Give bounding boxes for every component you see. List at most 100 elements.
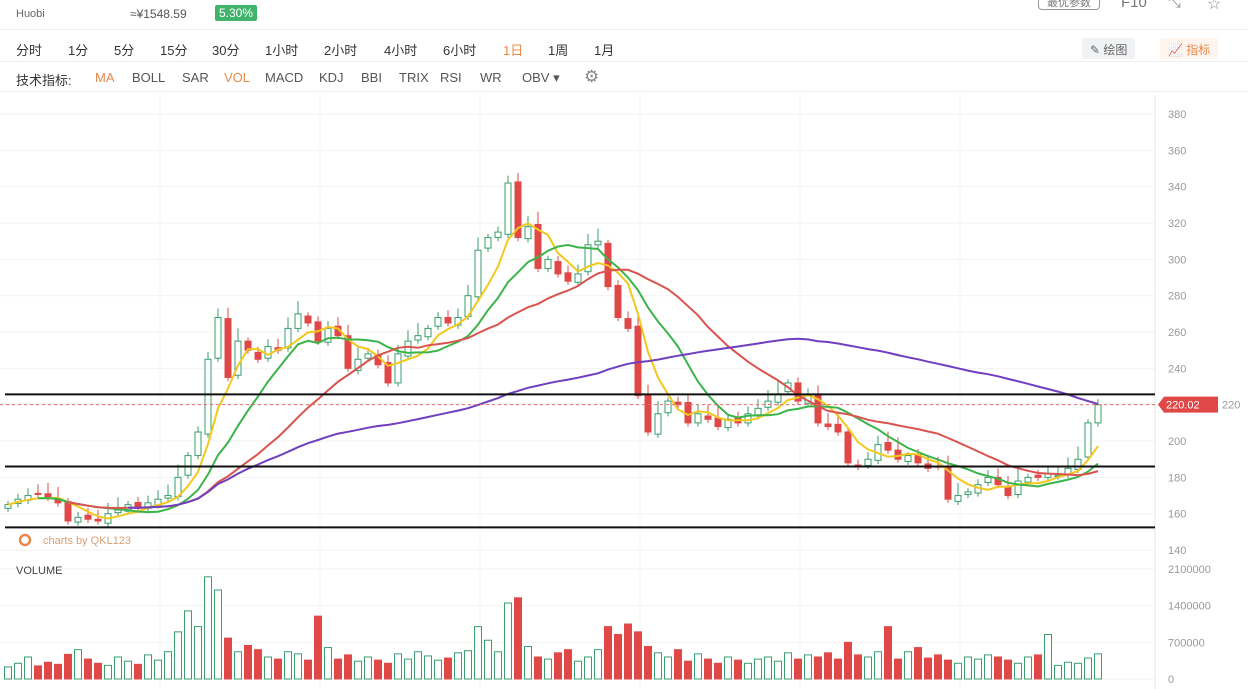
ma60-line	[127, 337, 1099, 509]
volume-bar	[1034, 654, 1042, 680]
period-tab-8[interactable]: 6小时	[443, 43, 477, 58]
volume-bar	[284, 651, 292, 680]
volume-bar	[824, 652, 832, 680]
candle-down	[534, 223, 542, 269]
price-tick: 300	[1168, 254, 1186, 266]
indicator-rsi[interactable]: RSI	[440, 70, 462, 85]
volume-bar	[724, 656, 732, 680]
volume-bar	[714, 662, 722, 680]
candle-down	[344, 335, 352, 369]
indicator-macd[interactable]: MACD	[265, 70, 304, 85]
volume-bar	[654, 652, 662, 680]
settings-gear-icon[interactable]: ⚙	[584, 67, 600, 86]
candle-up	[654, 413, 662, 435]
candle-up	[1084, 422, 1092, 458]
volume-bar	[94, 662, 102, 680]
exchange-name: Huobi	[16, 8, 45, 20]
volume-bar	[114, 656, 122, 680]
indicator-label: 技术指标:	[16, 73, 72, 88]
candle-up	[764, 400, 772, 408]
indicator-obv[interactable]: OBV ▾	[522, 70, 560, 85]
candle-up	[394, 353, 402, 384]
volume-bar	[234, 651, 242, 680]
candlestick-chart[interactable]: 380 360 340 320 300 280 260 240 220 200 180 160 140 2…	[0, 95, 1248, 689]
price-tick: 380	[1168, 109, 1186, 121]
last-price-tag	[1158, 396, 1218, 413]
qkl-logo-icon	[18, 533, 32, 547]
volume-bar	[1064, 661, 1072, 680]
candle-down	[84, 514, 92, 520]
volume-bar	[754, 658, 762, 680]
ma10-line	[37, 243, 1099, 514]
candle-up	[864, 458, 872, 466]
period-tab-1[interactable]: 1分	[68, 43, 89, 58]
candle-up	[4, 504, 12, 509]
indicator-kdj[interactable]: KDJ	[319, 70, 344, 85]
candle-up	[504, 182, 512, 235]
volume-bar	[914, 647, 922, 680]
volume-bar	[464, 650, 472, 680]
indicator-vol[interactable]: VOL	[224, 70, 251, 85]
period-tab-11[interactable]: 1月	[594, 43, 615, 58]
volume-bar	[364, 656, 372, 680]
volume-bar	[134, 663, 142, 680]
price-tick: 320	[1168, 218, 1186, 230]
volume-bar	[424, 655, 432, 680]
candle-up	[1074, 458, 1082, 470]
indicator-bar: 技术指标: MA BOLL SAR VOL MACD KDJ BBI TRIX RSI WR OBV…	[0, 62, 1248, 92]
price-tick: 200	[1168, 436, 1186, 448]
volume-bar	[274, 658, 282, 680]
period-tab-4[interactable]: 30分	[212, 43, 240, 58]
candle-down	[514, 181, 522, 239]
period-tab-5[interactable]: 1小时	[265, 43, 299, 58]
candle-down	[384, 362, 392, 384]
price-tick: 180	[1168, 472, 1186, 484]
candle-down	[64, 501, 72, 522]
candle-down	[554, 261, 562, 275]
candle-up	[404, 340, 412, 357]
price-tick: 260	[1168, 327, 1186, 339]
volume-bar	[614, 633, 622, 680]
volume-bar	[324, 647, 332, 680]
volume-bar	[814, 656, 822, 680]
candle-up	[194, 431, 202, 457]
candle-down	[704, 415, 712, 420]
volume-bar	[834, 658, 842, 680]
candle-up	[494, 231, 502, 239]
candle-down	[644, 395, 652, 433]
fullscreen-icon[interactable]: ⤡	[1168, 0, 1181, 11]
indicator-bbi[interactable]: BBI	[361, 70, 382, 85]
volume-bar	[344, 654, 352, 680]
volume-bar	[174, 631, 182, 680]
period-tab-6[interactable]: 2小时	[324, 43, 358, 58]
draw-button[interactable]: ✎ 绘图	[1082, 38, 1136, 59]
candle-up	[984, 476, 992, 483]
candle-down	[94, 518, 102, 522]
candle-down	[34, 492, 42, 495]
candle-up	[114, 509, 122, 514]
period-tab-7[interactable]: 4小时	[384, 43, 418, 58]
period-tab-10[interactable]: 1周	[548, 43, 569, 58]
volume-bar	[24, 656, 32, 680]
period-tab-2[interactable]: 5分	[114, 43, 135, 58]
indicator-button-label: 指标	[1186, 43, 1211, 57]
period-tab-3[interactable]: 15分	[160, 43, 188, 58]
period-tab-0[interactable]: 分时	[16, 43, 43, 58]
volume-tick: 0	[1168, 674, 1174, 686]
optimal-params-button[interactable]: 最优参数	[1038, 0, 1100, 10]
indicator-sar[interactable]: SAR	[182, 70, 209, 85]
indicator-boll[interactable]: BOLL	[132, 70, 166, 85]
candle-up	[184, 455, 192, 476]
volume-bar	[774, 660, 782, 680]
star-icon[interactable]: ☆	[1207, 0, 1222, 13]
indicator-trix[interactable]: TRIX	[399, 70, 429, 85]
price-tick: 140	[1168, 545, 1186, 557]
indicator-button[interactable]: 📈 指标	[1160, 38, 1219, 59]
candle-down	[824, 423, 832, 428]
indicator-ma[interactable]: MA	[95, 70, 115, 85]
volume-bar	[784, 652, 792, 680]
period-tab-9[interactable]: 1日	[503, 43, 524, 58]
volume-bar	[414, 651, 422, 680]
f10-button[interactable]: F10	[1121, 0, 1147, 11]
indicator-wr[interactable]: WR	[480, 70, 502, 85]
